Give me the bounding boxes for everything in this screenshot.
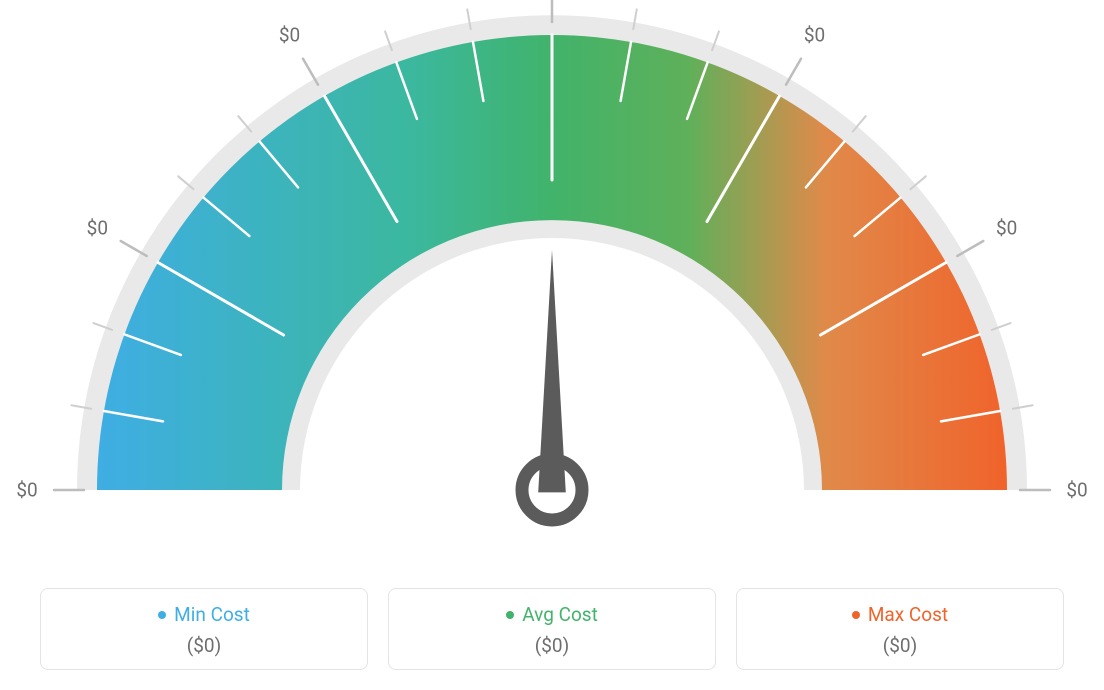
legend-title-max: Max Cost [852, 603, 948, 626]
legend-title-min: Min Cost [158, 603, 250, 626]
gauge-tick-label: $0 [87, 216, 108, 239]
gauge-tick-label: $0 [996, 216, 1017, 239]
legend-value-min: ($0) [51, 634, 357, 657]
legend-value-max: ($0) [747, 634, 1053, 657]
gauge-tick-label: $0 [1066, 479, 1087, 502]
legend-row: Min Cost ($0) Avg Cost ($0) Max Cost ($0) [40, 588, 1064, 670]
gauge-outer-major-tick [121, 241, 147, 256]
legend-value-avg: ($0) [399, 634, 705, 657]
cost-gauge-chart: $0$0$0$0$0$0$0 Min Cost($0)Avg Cost($0)M… [0, 0, 1104, 690]
legend-title-text: Max Cost [868, 603, 948, 626]
legend-dot-icon [158, 611, 166, 619]
legend-card-avg: Avg Cost ($0) [388, 588, 716, 670]
gauge-outer-major-tick [786, 59, 801, 85]
legend-card-min: Min Cost ($0) [40, 588, 368, 670]
legend-dot-icon [506, 611, 514, 619]
legend-dot-icon [852, 611, 860, 619]
gauge-area: $0$0$0$0$0$0$0 [0, 0, 1104, 560]
legend-title-text: Min Cost [174, 603, 250, 626]
gauge-outer-major-tick [957, 241, 983, 256]
gauge-tick-label: $0 [16, 479, 37, 502]
legend-title-text: Avg Cost [522, 603, 598, 626]
legend-card-max: Max Cost ($0) [736, 588, 1064, 670]
gauge-outer-major-tick [303, 59, 318, 85]
gauge-tick-label: $0 [804, 24, 825, 47]
gauge-svg [0, 0, 1104, 560]
gauge-tick-label: $0 [279, 24, 300, 47]
legend-title-avg: Avg Cost [506, 603, 598, 626]
